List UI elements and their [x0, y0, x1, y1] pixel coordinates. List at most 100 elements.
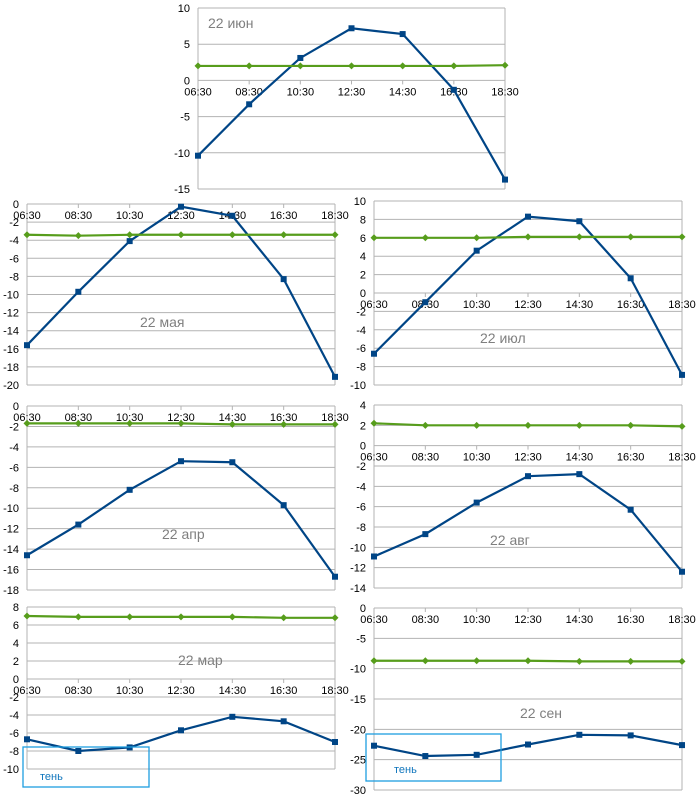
data-point	[627, 233, 635, 241]
series-line	[373, 473, 683, 573]
data-point	[331, 231, 339, 239]
data-point	[332, 373, 338, 380]
data-point	[576, 218, 583, 225]
y-tick-label: -12	[3, 308, 19, 320]
data-point	[331, 614, 339, 622]
chart-title: 22 июн	[208, 15, 254, 31]
data-point	[450, 86, 457, 93]
x-tick-label: 10:30	[463, 614, 491, 626]
y-tick-label: -14	[3, 326, 19, 338]
chart-panel: -10 -8 -6 -4 -2 0 2 4 6 8 06:30 08:30 10:30 12:30 14:3…	[3, 602, 349, 788]
chart-title: 22 мар	[178, 652, 223, 668]
y-tick-label: -15	[174, 184, 190, 196]
y-tick-label: 2	[360, 420, 366, 432]
y-tick-label: 2	[360, 270, 366, 282]
x-tick-label: 12:30	[514, 299, 542, 311]
x-tick-label: 18:30	[321, 412, 349, 424]
series-line	[26, 460, 336, 578]
data-point	[371, 742, 377, 749]
data-point	[473, 247, 480, 254]
y-tick-label: 4	[13, 638, 19, 650]
chart-panel: -10-8-6-4-2024681006:3008:3010:3012:3014…	[350, 196, 696, 392]
data-point	[126, 486, 133, 493]
data-point	[75, 521, 82, 528]
data-point	[627, 732, 634, 739]
data-point	[501, 61, 509, 69]
data-point	[370, 419, 378, 427]
data-point	[178, 727, 184, 734]
data-point	[75, 748, 82, 754]
y-tick-label: -6	[9, 462, 19, 474]
data-point	[23, 231, 31, 239]
data-point	[678, 233, 686, 241]
data-point	[679, 742, 685, 749]
x-tick-label: 06:30	[360, 614, 388, 626]
x-tick-label: 12:30	[514, 614, 542, 626]
x-tick-label: 10:30	[116, 412, 144, 424]
data-point	[297, 54, 304, 61]
y-tick-label: 0	[13, 674, 19, 686]
y-tick-label: -8	[356, 362, 366, 374]
x-tick-label: 08:30	[235, 86, 263, 98]
y-tick-label: 0	[360, 288, 366, 300]
data-point	[575, 421, 583, 429]
data-point	[75, 288, 82, 295]
shadow-box	[365, 733, 502, 782]
y-tick-label: -4	[9, 235, 19, 247]
data-point	[525, 473, 531, 480]
data-point	[74, 232, 82, 240]
x-tick-label: 12:30	[167, 685, 195, 697]
data-point	[575, 657, 583, 665]
y-tick-label: -20	[350, 724, 366, 736]
data-point	[332, 739, 338, 745]
shadow-box	[22, 746, 150, 788]
y-tick-label: 0	[360, 603, 366, 615]
x-tick-label: 18:30	[491, 86, 519, 98]
y-tick-label: -8	[9, 483, 19, 495]
data-point	[524, 233, 532, 241]
data-point	[525, 741, 531, 748]
data-point	[126, 238, 133, 245]
data-point	[229, 459, 236, 466]
chart-panel: -30 -25 -20 -15 -10 -5 006:30 08:30 10:30 12:30 14…	[350, 603, 696, 797]
y-tick-label: -15	[350, 694, 366, 706]
y-tick-label: -4	[356, 481, 366, 493]
y-tick-label: 4	[360, 251, 366, 263]
data-point	[627, 275, 634, 282]
shadow-label: тень	[40, 771, 63, 783]
data-point	[229, 212, 236, 219]
data-point	[296, 62, 304, 70]
data-point	[245, 62, 253, 70]
x-tick-label: 08:30	[65, 685, 93, 697]
data-point	[502, 176, 508, 183]
data-point	[450, 62, 458, 70]
data-point	[228, 231, 236, 239]
x-tick-label: 10:30	[116, 210, 144, 222]
x-tick-label: 10:30	[463, 452, 491, 464]
y-tick-label: -2	[356, 461, 366, 473]
data-point	[126, 419, 134, 427]
y-tick-label: -4	[9, 442, 19, 454]
x-tick-label: 12:30	[167, 412, 195, 424]
y-tick-label: -8	[356, 522, 366, 534]
y-tick-label: 0	[13, 199, 19, 211]
data-point	[473, 421, 481, 429]
x-tick-label: 06:30	[360, 452, 388, 464]
y-tick-label: -20	[3, 380, 19, 392]
y-tick-label: -25	[350, 755, 366, 767]
data-point	[679, 568, 685, 575]
data-point	[370, 657, 378, 665]
x-tick-label: 08:30	[412, 614, 440, 626]
y-tick-label: 4	[360, 400, 366, 412]
data-point	[679, 371, 685, 378]
data-point	[575, 233, 583, 241]
data-point	[229, 713, 236, 720]
x-tick-label: 12:30	[167, 210, 195, 222]
x-tick-label: 06:30	[13, 685, 41, 697]
y-tick-label: 10	[354, 196, 366, 208]
y-tick-label: -10	[3, 290, 19, 302]
data-point	[177, 419, 185, 427]
chart-panel: -18 -16 -14 -12 -10 -8 -6 -4 -2 006:30 08:30 10:30 1…	[3, 401, 349, 597]
chart-title: 22 сен	[520, 705, 562, 721]
